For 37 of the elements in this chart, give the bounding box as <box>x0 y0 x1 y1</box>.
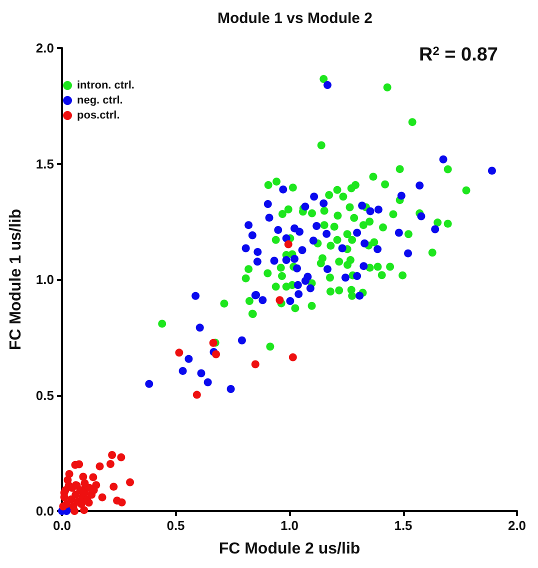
point <box>98 493 106 502</box>
y-tick-label: 1.0 <box>36 272 54 287</box>
point <box>96 462 104 470</box>
point <box>108 450 116 459</box>
point <box>175 348 184 357</box>
point <box>288 353 297 362</box>
y-axis-title: FC Module 1 us/lib <box>8 208 24 350</box>
point <box>117 453 126 462</box>
point <box>118 498 126 506</box>
point <box>276 296 284 304</box>
y-tick-label: 0.0 <box>36 504 54 518</box>
point <box>61 486 70 494</box>
point <box>77 500 86 508</box>
point <box>110 482 118 491</box>
point <box>70 507 79 515</box>
point <box>126 478 134 486</box>
legend-label: neg. ctrl. <box>77 94 123 106</box>
legend-label: intron. ctrl. <box>77 80 134 92</box>
y-tick-label: 2.0 <box>36 40 54 56</box>
point <box>106 460 114 468</box>
point <box>89 473 98 482</box>
point <box>284 240 292 248</box>
chart-title: Module 1 vs Module 2 <box>217 10 373 27</box>
x-tick-label: 1.0 <box>280 518 299 533</box>
point <box>79 472 88 481</box>
x-axis-title: FC Module 2 us/lib <box>218 540 360 558</box>
x-tick-label: 2.0 <box>508 518 526 533</box>
x-tick-label: 0.0 <box>52 518 72 533</box>
point <box>212 350 220 358</box>
y-tick-label: 0.5 <box>36 388 54 403</box>
legend-label: pos.ctrl. <box>77 110 120 122</box>
point <box>80 479 89 488</box>
point <box>251 360 260 368</box>
point <box>192 390 201 399</box>
x-tick-label: 0.5 <box>166 518 185 533</box>
y-tick-label: 1.5 <box>36 156 54 172</box>
x-tick-label: 1.5 <box>394 518 412 533</box>
